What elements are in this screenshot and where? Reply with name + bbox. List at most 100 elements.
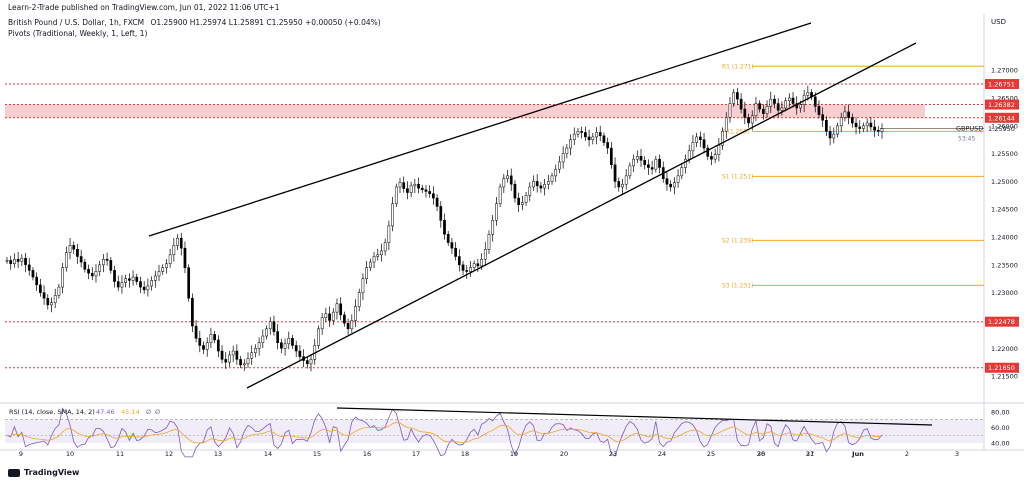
candle-body bbox=[743, 108, 747, 118]
candle-body bbox=[165, 263, 168, 268]
candle-body bbox=[435, 197, 439, 207]
candle-body bbox=[5, 260, 9, 262]
symbol-name: British Pound / U.S. Dollar, 1h, FXCM bbox=[8, 18, 145, 27]
candle bbox=[361, 273, 365, 300]
candle bbox=[68, 238, 72, 260]
candle bbox=[191, 293, 194, 333]
candle bbox=[580, 126, 584, 139]
candle bbox=[172, 238, 176, 262]
candle bbox=[880, 123, 884, 139]
candle bbox=[439, 201, 443, 228]
trendline-channel-lower[interactable] bbox=[246, 42, 917, 389]
candle-body bbox=[46, 297, 50, 306]
candle-body bbox=[617, 181, 621, 188]
candle-body bbox=[561, 153, 565, 163]
candle-body bbox=[502, 178, 506, 188]
candle bbox=[428, 185, 432, 198]
candle-body bbox=[368, 261, 372, 268]
candle bbox=[435, 194, 439, 212]
candle-body bbox=[31, 270, 35, 278]
time-axis-tick: 23 bbox=[609, 450, 617, 458]
candle-body bbox=[747, 117, 750, 124]
candle bbox=[476, 259, 480, 272]
candle-body bbox=[595, 132, 598, 138]
candle bbox=[773, 95, 776, 109]
candle bbox=[13, 253, 16, 268]
candle-body bbox=[839, 117, 843, 127]
time-axis-tick: 16 bbox=[363, 450, 371, 458]
candle bbox=[569, 134, 572, 156]
candle bbox=[257, 337, 261, 356]
candle-body bbox=[702, 139, 706, 149]
candle bbox=[817, 100, 821, 119]
candle-body bbox=[87, 269, 90, 274]
rsi-divergence-line[interactable] bbox=[336, 407, 933, 426]
candle bbox=[83, 258, 87, 273]
candle-body bbox=[506, 175, 509, 179]
candle-body bbox=[16, 259, 20, 262]
candle bbox=[765, 100, 769, 118]
candle bbox=[228, 350, 231, 367]
candle-body bbox=[606, 142, 609, 149]
candle bbox=[94, 264, 98, 283]
candle bbox=[721, 127, 724, 150]
current-price-label: 1.25950 bbox=[988, 125, 1015, 133]
candle-body bbox=[79, 256, 83, 263]
candle bbox=[647, 159, 650, 175]
candle-body bbox=[242, 363, 246, 366]
candle bbox=[554, 164, 558, 182]
candle-body bbox=[480, 259, 483, 267]
published-line: Learn-2-Trade published on TradingView.c… bbox=[8, 3, 280, 12]
candle-body bbox=[331, 311, 335, 321]
candle-body bbox=[854, 122, 858, 128]
candle-body bbox=[64, 252, 68, 268]
candle-body bbox=[228, 354, 231, 363]
candle bbox=[483, 241, 487, 266]
candle-body bbox=[187, 267, 191, 299]
candle bbox=[209, 327, 213, 349]
time-axis-tick: 15 bbox=[313, 450, 321, 458]
candle-body bbox=[391, 203, 394, 227]
candle-body bbox=[676, 175, 680, 183]
price-axis-tick: 1.23500 bbox=[991, 261, 1018, 269]
candle bbox=[102, 253, 105, 273]
candle bbox=[368, 258, 372, 271]
candle bbox=[509, 168, 513, 191]
candle bbox=[420, 184, 424, 194]
candle bbox=[120, 275, 124, 294]
trendline-channel-upper[interactable] bbox=[148, 22, 812, 237]
candle-body bbox=[472, 263, 476, 268]
candle bbox=[406, 181, 409, 200]
candle-body bbox=[150, 280, 153, 287]
candle bbox=[754, 96, 758, 122]
candle bbox=[157, 264, 161, 282]
candle-body bbox=[539, 185, 543, 189]
candle bbox=[27, 258, 31, 276]
candle-body bbox=[873, 126, 876, 131]
candle-body bbox=[858, 126, 862, 129]
candle-body bbox=[825, 119, 828, 132]
candle bbox=[617, 177, 621, 192]
candle-body bbox=[862, 125, 865, 129]
candle-body bbox=[836, 125, 839, 135]
candle bbox=[713, 148, 717, 164]
pivot-label-S1: S1 (1.251) bbox=[722, 173, 753, 180]
candle-body bbox=[780, 107, 784, 111]
candle bbox=[710, 151, 713, 166]
candle bbox=[787, 93, 791, 107]
candle-body bbox=[61, 267, 64, 288]
candle bbox=[46, 294, 50, 310]
candle bbox=[239, 356, 242, 369]
candle-body bbox=[287, 338, 291, 345]
candle bbox=[769, 91, 773, 114]
candle-body bbox=[450, 242, 454, 249]
time-axis-tick: 26 bbox=[757, 450, 765, 458]
candle bbox=[187, 264, 191, 302]
candle-body bbox=[357, 292, 361, 307]
candle-body bbox=[765, 106, 769, 114]
rsi-line bbox=[6, 407, 883, 458]
candle bbox=[443, 213, 446, 240]
candle-body bbox=[102, 259, 105, 266]
candle bbox=[843, 105, 847, 122]
